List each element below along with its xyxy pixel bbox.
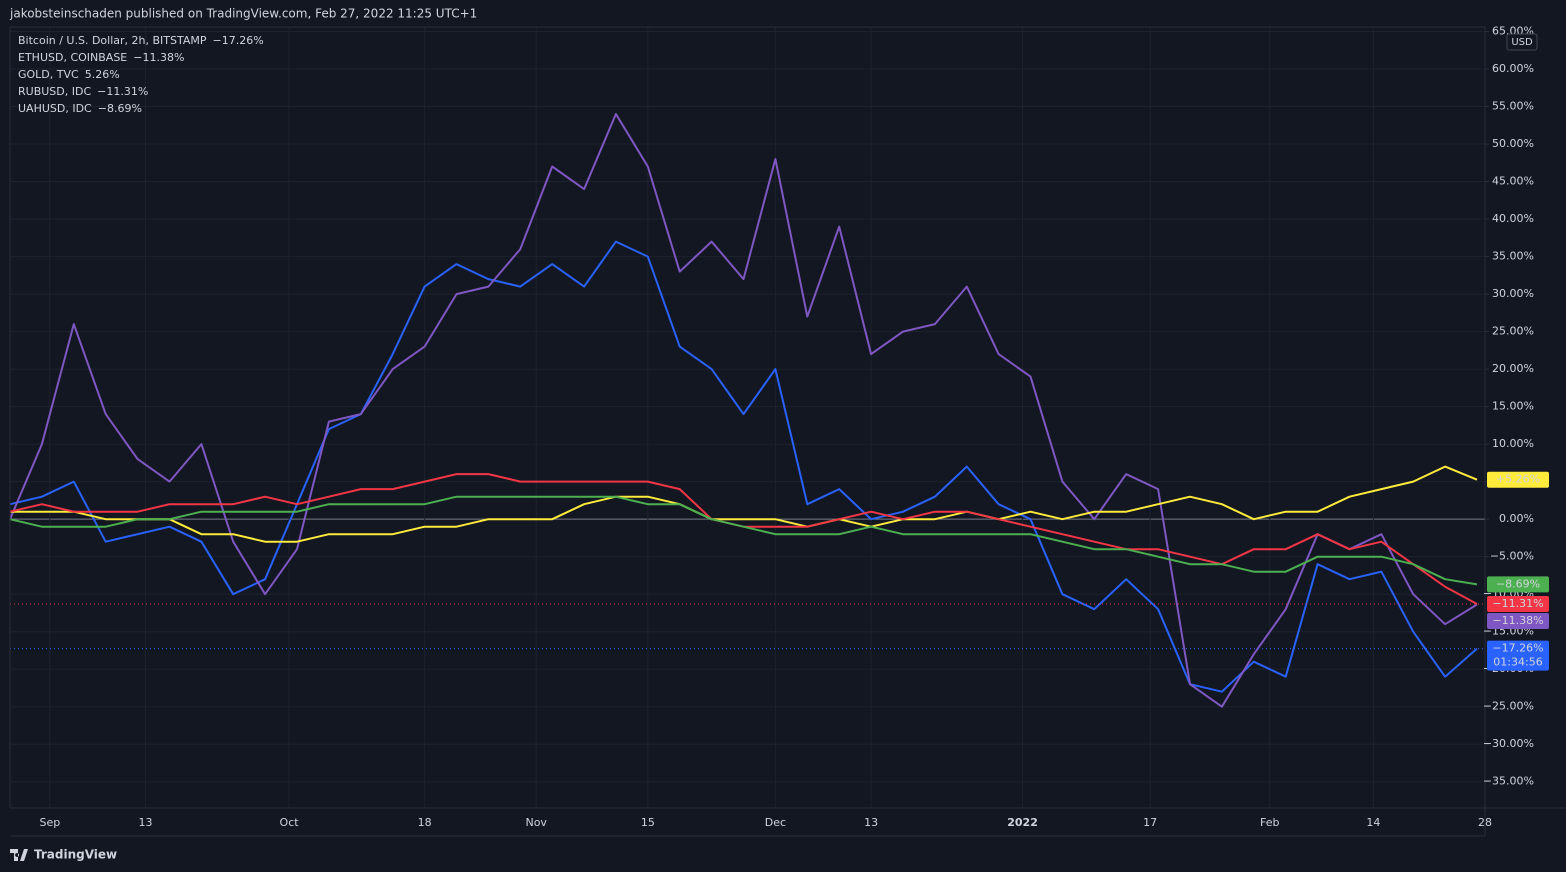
- x-tick-label: 13: [864, 816, 878, 829]
- legend-name: GOLD, TVC: [18, 68, 79, 81]
- badge-label: −11.38%: [1492, 614, 1543, 627]
- value-badge: [1487, 596, 1549, 613]
- y-tick-label: −5.00%: [1490, 550, 1534, 563]
- x-tick-label: Feb: [1260, 816, 1279, 829]
- series-line: [9, 495, 1478, 586]
- countdown: 01:34:56: [1493, 656, 1542, 669]
- y-tick-label: 55.00%: [1492, 100, 1534, 113]
- x-tick-label: Nov: [525, 816, 547, 829]
- y-tick-label: 10.00%: [1492, 437, 1534, 450]
- badge-label: −11.31%: [1492, 597, 1543, 610]
- brand: TradingView: [34, 848, 117, 862]
- y-tick-label: 50.00%: [1492, 137, 1534, 150]
- y-tick-label: 0.00%: [1499, 512, 1534, 525]
- plot-area: [9, 27, 1486, 808]
- y-tick-label: 30.00%: [1492, 287, 1534, 300]
- x-tick-label: 14: [1366, 816, 1380, 829]
- y-tick-label: −30.00%: [1483, 737, 1534, 750]
- legend-name: Bitcoin / U.S. Dollar, 2h, BITSTAMP: [18, 34, 207, 47]
- currency-label: USD: [1511, 37, 1533, 48]
- badge-label: −8.69%: [1496, 577, 1540, 590]
- y-tick-label: 60.00%: [1492, 62, 1534, 75]
- x-tick-label: 15: [641, 816, 655, 829]
- value-badge: [1487, 471, 1549, 488]
- legend-name: RUBUSD, IDC: [18, 85, 91, 98]
- x-tick-label: 18: [418, 816, 432, 829]
- legend-name: ETHUSD, COINBASE: [18, 51, 127, 64]
- y-tick-label: 45.00%: [1492, 175, 1534, 188]
- logo: [10, 849, 28, 861]
- publish-header: jakobsteinschaden published on TradingVi…: [9, 7, 477, 21]
- y-tick-label: 20.00%: [1492, 362, 1534, 375]
- currency-box: [1506, 33, 1538, 51]
- x-tick-label: Oct: [280, 816, 300, 829]
- legend-value: −17.26%: [212, 34, 263, 47]
- y-tick-label: −25.00%: [1483, 700, 1534, 713]
- y-tick-label: 25.00%: [1492, 325, 1534, 338]
- x-tick-label: 17: [1143, 816, 1157, 829]
- value-badge: [1487, 576, 1549, 593]
- y-tick-label: 40.00%: [1492, 212, 1534, 225]
- x-tick-label: 2022: [1007, 816, 1038, 829]
- value-badge: [1487, 640, 1549, 671]
- legend-value: −11.31%: [97, 85, 148, 98]
- series-line: [9, 113, 1478, 708]
- x-tick-label: 13: [139, 816, 153, 829]
- value-badge: [1487, 613, 1549, 630]
- legend-name: UAHUSD, IDC: [18, 102, 92, 115]
- legend-value: −11.38%: [133, 51, 184, 64]
- y-tick-label: 15.00%: [1492, 400, 1534, 413]
- series-line: [10, 465, 1478, 543]
- x-tick-label: 28: [1478, 816, 1492, 829]
- legend-value: −8.69%: [98, 102, 142, 115]
- y-tick-label: −35.00%: [1483, 775, 1534, 788]
- x-tick-label: Dec: [765, 816, 786, 829]
- y-tick-label: 35.00%: [1492, 250, 1534, 263]
- x-tick-label: Sep: [39, 816, 60, 829]
- legend-value: 5.26%: [85, 68, 120, 81]
- series-line: [9, 240, 1478, 693]
- badge-label: −17.26%: [1492, 642, 1543, 655]
- badge-label: +5.26%: [1496, 473, 1540, 486]
- logo-icon: [10, 849, 28, 861]
